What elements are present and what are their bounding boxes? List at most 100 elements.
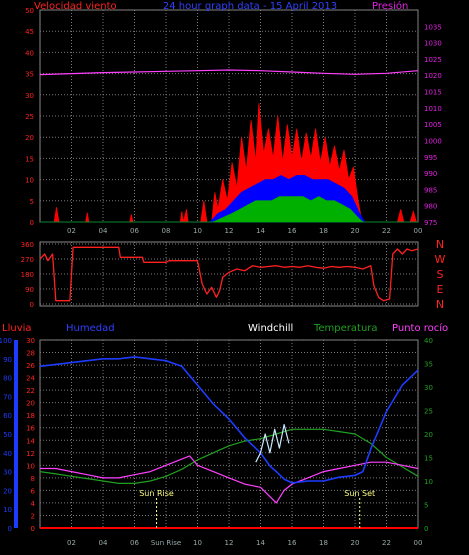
- x-tick-label: 00: [414, 539, 423, 547]
- temp-left-tick-label: 20: [26, 400, 35, 408]
- humidity-tick-label: 100: [0, 337, 12, 345]
- pressure-y-tick-label: 1035: [424, 23, 442, 31]
- direction-y-tick-label: 90: [25, 286, 34, 294]
- x-tick-label: 04: [99, 539, 108, 547]
- humidity-tick-label: 60: [3, 412, 12, 420]
- temp-left-tick-label: 10: [26, 462, 35, 470]
- x-tick-label: 14: [256, 539, 265, 547]
- humidity-tick-label: 80: [3, 375, 12, 383]
- wind-y-tick-label: 0: [30, 219, 34, 227]
- pressure-y-tick-label: 1030: [424, 40, 442, 48]
- wind-green-series: [40, 196, 418, 223]
- wind-y-tick-label: 10: [25, 177, 34, 185]
- compass-label: N: [436, 238, 444, 251]
- x-tick-label: 04: [99, 227, 108, 235]
- wind-y-tick-label: 40: [25, 49, 34, 57]
- pressure-y-tick-label: 990: [424, 170, 437, 178]
- temp-left-tick-label: 30: [26, 337, 35, 345]
- temp-right-tick-label: 35: [424, 361, 433, 369]
- humidity-tick-label: 40: [3, 450, 12, 458]
- x-tick-label: 06: [130, 539, 139, 547]
- temperature-series: [39, 428, 419, 484]
- sun-set-label: Sun Set: [344, 489, 375, 498]
- x-tick-label: 00: [414, 227, 423, 235]
- x-tick-label: 02: [67, 227, 76, 235]
- humidity-tick-label: 10: [3, 506, 12, 514]
- wind-y-tick-label: 20: [25, 134, 34, 142]
- direction-y-tick-label: 180: [21, 271, 34, 279]
- pressure-y-tick-label: 1015: [424, 89, 442, 97]
- wind-y-tick-label: 30: [25, 92, 34, 100]
- temp-left-tick-label: 6: [31, 487, 36, 495]
- x-tick-label: 20: [351, 227, 360, 235]
- temp-left-tick-label: 24: [26, 375, 35, 383]
- pressure-y-tick-label: 1020: [424, 72, 442, 80]
- wind-direction-series: [39, 246, 419, 302]
- x-tick-label: 16: [288, 539, 297, 547]
- temp-right-tick-label: 25: [424, 408, 433, 416]
- pressure-y-tick-label: 995: [424, 154, 437, 162]
- pressure-series: [39, 69, 419, 76]
- temp-left-tick-label: 8: [31, 475, 35, 483]
- temp-left-tick-label: 28: [26, 350, 35, 358]
- wind-axis-label: Velocidad viento: [34, 1, 117, 12]
- x-tick-label: 10: [193, 539, 202, 547]
- humidity-label: Humedad: [66, 323, 115, 334]
- temp-right-tick-label: 5: [424, 502, 428, 510]
- direction-y-tick-label: 0: [30, 301, 34, 309]
- series-layer: [39, 69, 419, 529]
- x-tick-label: 18: [319, 539, 328, 547]
- wind-chart-title: 24 hour graph data - 15 April 2013: [163, 1, 337, 12]
- temp-right-tick-label: 30: [424, 384, 433, 392]
- wind-y-tick-label: 45: [25, 28, 34, 36]
- humidity-tick-label: 0: [8, 525, 12, 533]
- x-tick-label: 16: [288, 227, 297, 235]
- pressure-y-tick-label: 1005: [424, 121, 442, 129]
- x-tick-label: 14: [256, 227, 265, 235]
- pressure-y-tick-label: 980: [424, 203, 437, 211]
- temp-right-tick-label: 15: [424, 455, 433, 463]
- temp-left-tick-label: 4: [31, 500, 36, 508]
- wind-y-tick-label: 25: [25, 113, 34, 121]
- x-tick-label: 12: [225, 227, 234, 235]
- pressure-axis-label: Presión: [372, 0, 408, 12]
- direction-y-tick-label: 270: [21, 256, 34, 264]
- x-tick-label: 02: [67, 539, 76, 547]
- x-tick-label: 20: [351, 539, 360, 547]
- x-tick-label: 12: [225, 539, 234, 547]
- temp-left-tick-label: 26: [26, 362, 35, 370]
- humidity-tick-label: 30: [3, 469, 12, 477]
- wind-y-tick-label: 5: [30, 198, 34, 206]
- humidity-series: [39, 356, 419, 484]
- dew-point-label: Punto rocío: [392, 322, 448, 334]
- sun-rise-label: Sun Rise: [139, 489, 174, 498]
- temp-left-tick-label: 2: [31, 512, 35, 520]
- x-tick-label: 22: [382, 227, 391, 235]
- temp-left-tick-label: 12: [26, 450, 35, 458]
- temp-left-tick-label: 14: [26, 437, 35, 445]
- x-tick-label: 18: [319, 227, 328, 235]
- direction-y-tick-label: 360: [21, 241, 34, 249]
- x-tick-label: 22: [382, 539, 391, 547]
- x-tick-label: 06: [130, 227, 139, 235]
- pressure-y-tick-label: 1025: [424, 56, 442, 64]
- humidity-tick-label: 50: [3, 431, 12, 439]
- temperature-label: Temperatura: [313, 323, 378, 334]
- wind-y-tick-label: 50: [25, 7, 34, 15]
- temp-right-tick-label: 0: [424, 525, 428, 533]
- windchill-series: [255, 424, 290, 463]
- humidity-tick-label: 20: [3, 487, 12, 495]
- wind-y-tick-label: 35: [25, 71, 34, 79]
- compass-label: S: [437, 268, 444, 281]
- x-tick-label: Sun Rise: [151, 539, 181, 547]
- pressure-y-tick-label: 1000: [424, 137, 442, 145]
- pressure-y-tick-label: 985: [424, 186, 437, 194]
- compass-label: N: [436, 298, 444, 311]
- pressure-y-tick-label: 975: [424, 219, 437, 227]
- pressure-y-tick-label: 1010: [424, 105, 442, 113]
- temp-left-tick-label: 18: [26, 412, 35, 420]
- x-tick-label: 10: [193, 227, 202, 235]
- temp-right-tick-label: 20: [424, 431, 433, 439]
